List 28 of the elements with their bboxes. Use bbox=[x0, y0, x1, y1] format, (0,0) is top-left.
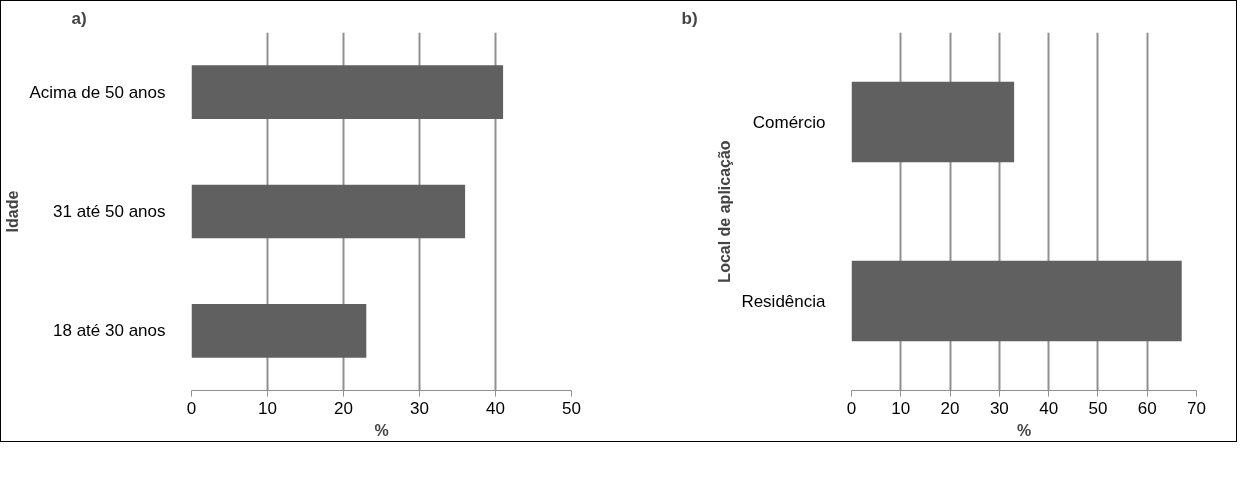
bar bbox=[191, 65, 504, 120]
x-tick-label: 10 bbox=[258, 398, 277, 418]
bar bbox=[191, 303, 367, 358]
x-tick-label: 40 bbox=[486, 398, 505, 418]
x-tick-label: 50 bbox=[562, 398, 581, 418]
x-axis-title: % bbox=[374, 421, 389, 439]
y-tick-label: Acima de 50 anos bbox=[29, 82, 166, 102]
x-tick-label: 30 bbox=[989, 398, 1009, 418]
y-tick-label: Comércio bbox=[752, 112, 826, 132]
y-axis-title: Local de aplicação bbox=[716, 140, 734, 283]
y-axis-title: Idade bbox=[4, 190, 22, 233]
x-tick-label: 0 bbox=[186, 398, 197, 418]
x-tick-label: 50 bbox=[1088, 398, 1108, 418]
x-axis-title: % bbox=[1016, 421, 1032, 439]
x-tick-label: 70 bbox=[1187, 398, 1206, 418]
bar bbox=[191, 184, 466, 239]
x-tick-label: 60 bbox=[1137, 398, 1157, 418]
x-tick-label: 40 bbox=[1039, 398, 1059, 418]
x-tick-label: 20 bbox=[940, 398, 960, 418]
y-tick-label: Residência bbox=[741, 291, 827, 311]
x-tick-label: 0 bbox=[846, 398, 857, 418]
chart-title: a) bbox=[71, 8, 87, 28]
y-tick-label: 18 até 30 anos bbox=[53, 321, 166, 341]
x-tick-label: 30 bbox=[410, 398, 429, 418]
x-tick-label: 10 bbox=[891, 398, 911, 418]
x-tick-label: 20 bbox=[334, 398, 353, 418]
y-tick-label: 31 até 50 anos bbox=[53, 202, 166, 221]
text: b) bbox=[681, 8, 698, 28]
